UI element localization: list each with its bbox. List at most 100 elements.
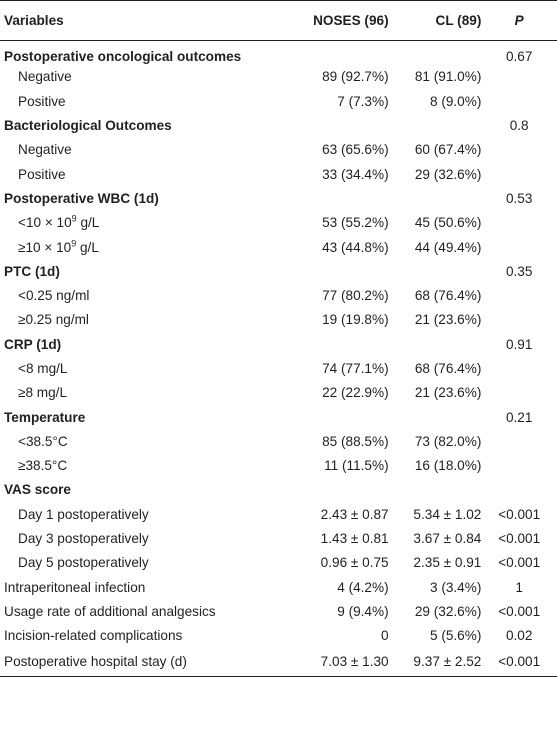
table-row: <10 × 109 g/L 53 (55.2%) 45 (50.6%) [0, 211, 557, 235]
cl-value: 68 (76.4%) [414, 288, 482, 304]
p-value: <0.001 [498, 555, 541, 571]
noses-value: 22 (22.9%) [322, 385, 389, 401]
table-row: Temperature 0.21 [0, 405, 557, 429]
cl-value: 45 (50.6%) [414, 215, 482, 231]
noses-value: 43 (44.8%) [322, 239, 389, 255]
noses-value: 85 (88.5%) [322, 433, 389, 449]
row-label: ≥8 mg/L [18, 385, 68, 401]
row-label: Positive [18, 166, 66, 182]
table-row: Postoperative hospital stay (d) 7.03 ± 1.… [0, 647, 557, 677]
p-value [481, 211, 557, 235]
noses-value: 7.03 ± 1.30 [297, 647, 389, 677]
p-value: 1 [515, 579, 523, 595]
row-label: Postoperative WBC (1d) [4, 190, 159, 206]
p-value: <0.001 [498, 603, 541, 619]
p-value [481, 308, 557, 332]
table-row: CRP (1d) 0.91 [0, 332, 557, 356]
noses-value [298, 113, 389, 137]
table-row: Positive 33 (34.4%) 29 (32.6%) [0, 162, 557, 186]
p-value [481, 454, 557, 478]
p-value [481, 65, 557, 89]
cl-value [389, 41, 482, 65]
cl-value: 29 (32.6%) [414, 603, 482, 619]
cl-value [389, 113, 482, 137]
label-unit: g/L [76, 215, 100, 231]
cl-value [389, 332, 482, 356]
label-text: <10 × 10 [18, 215, 72, 231]
noses-value [298, 186, 389, 210]
p-value: 0.67 [505, 49, 533, 65]
table-row: Postoperative WBC (1d) 0.53 [0, 186, 557, 210]
table-row: <0.25 ng/ml 77 (80.2%) 68 (76.4%) [0, 283, 557, 307]
row-label: <38.5°C [18, 433, 68, 449]
noses-value: 19 (19.8%) [322, 312, 389, 328]
cl-value: 3 (3.4%) [429, 579, 482, 595]
cl-value: 21 (23.6%) [414, 312, 482, 328]
cl-value [389, 259, 482, 283]
cl-value: 9.37 ± 2.52 [388, 647, 482, 677]
row-label: Day 5 postoperatively [18, 555, 149, 571]
noses-value [298, 259, 389, 283]
cl-value [389, 186, 482, 210]
noses-value [298, 41, 389, 65]
noses-value: 74 (77.1%) [322, 361, 389, 376]
noses-value [298, 405, 389, 429]
label-text: ≥10 × 10 [18, 239, 72, 255]
p-value [481, 429, 557, 453]
p-value: <0.001 [481, 647, 557, 677]
label-unit: g/L [76, 239, 99, 255]
table-row: PTC (1d) 0.35 [0, 259, 557, 283]
table-row: Day 1 postoperatively 2.43 ± 0.87 5.34 ± 1… [0, 502, 557, 526]
p-value [481, 283, 557, 307]
noses-value: 77 (80.2%) [322, 288, 389, 304]
noses-value: 33 (34.4%) [322, 166, 389, 182]
table-row: Negative 89 (92.7%) 81 (91.0%) [0, 65, 557, 89]
table-row: Positive 7 (7.3%) 8 (9.0%) [0, 89, 557, 113]
row-label: Day 3 postoperatively [18, 531, 149, 547]
cl-value: 81 (91.0%) [414, 69, 482, 85]
label-exponent: 9 [71, 213, 77, 224]
noses-value: 9 (9.4%) [337, 603, 389, 619]
p-value [481, 162, 557, 186]
row-label: Temperature [4, 409, 86, 425]
cl-value [389, 405, 482, 429]
row-label: Negative [18, 142, 72, 158]
noses-value: 11 (11.5%) [324, 458, 389, 474]
table-row: ≥38.5°C 11 (11.5%) 16 (18.0%) [0, 454, 557, 478]
p-value: 0.21 [505, 409, 533, 425]
cl-value [389, 478, 482, 502]
row-label: Negative [18, 69, 72, 85]
row-label: VAS score [4, 482, 71, 498]
noses-value: 7 (7.3%) [337, 93, 389, 109]
row-label: ≥38.5°C [18, 458, 68, 474]
noses-value [298, 332, 389, 356]
noses-value: 1.43 ± 0.81 [320, 531, 389, 547]
noses-value [298, 478, 389, 502]
results-table: Variables NOSES (96) CL (89) P Postopera… [0, 0, 557, 677]
table-row: <38.5°C 85 (88.5%) 73 (82.0%) [0, 429, 557, 453]
table-row: Incision-related complications 0 5 (5.6%) 0… [0, 624, 557, 648]
noses-value: 4 (4.2%) [337, 579, 389, 595]
noses-value: 89 (92.7%) [322, 69, 389, 85]
row-label: CRP (1d) [4, 336, 62, 352]
header-row: Variables NOSES (96) CL (89) P [0, 0, 557, 41]
cl-value: 3.67 ± 0.84 [413, 531, 482, 547]
p-value: <0.001 [498, 506, 541, 522]
table-row: Postoperative oncological outcomes 0.67 [0, 41, 557, 65]
noses-value: 63 (65.6%) [322, 142, 389, 158]
label-exponent: 9 [71, 237, 77, 248]
p-value [481, 89, 557, 113]
row-label: PTC (1d) [4, 263, 60, 279]
cl-value: 73 (82.0%) [414, 433, 482, 449]
header-noses: NOSES (96) [297, 0, 389, 41]
header-p: P [481, 0, 557, 41]
p-value: 0.53 [505, 190, 533, 206]
table-row: ≥10 × 109 g/L 43 (44.8%) 44 (49.4%) [0, 235, 557, 259]
table-body: Postoperative oncological outcomes 0.67 Ne… [0, 41, 557, 677]
p-value [481, 356, 557, 380]
cl-value: 16 (18.0%) [414, 458, 482, 474]
header-variables: Variables [0, 0, 298, 41]
p-value [481, 478, 557, 502]
p-value [481, 381, 557, 405]
table-row: Day 3 postoperatively 1.43 ± 0.81 3.67 ± 0… [0, 526, 557, 550]
